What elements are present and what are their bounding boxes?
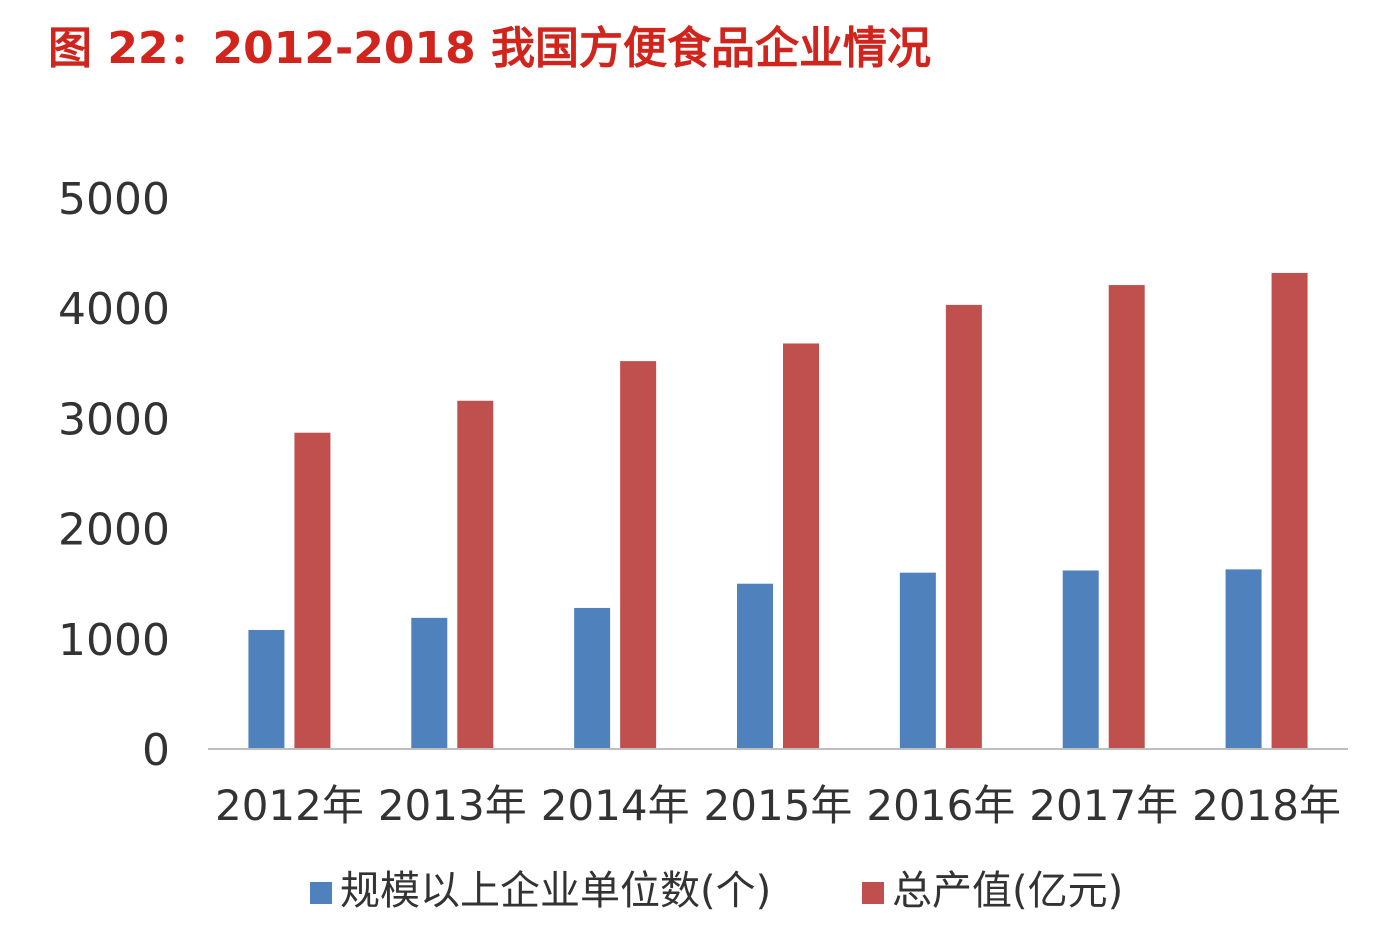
bar-series-0-2: [574, 607, 611, 749]
bar-series-0-0: [248, 629, 285, 749]
x-category-label: 2013年: [378, 781, 527, 830]
bar-series-1-6: [1271, 272, 1308, 749]
legend-swatch-1: [862, 882, 884, 904]
bar-series-0-5: [1062, 570, 1099, 749]
bars: [248, 272, 1308, 749]
legend-label-1: 总产值(亿元): [892, 868, 1123, 914]
bar-series-1-1: [457, 400, 494, 749]
y-tick-label: 0: [142, 725, 170, 776]
legend-swatch-0: [310, 882, 332, 904]
y-tick-label: 4000: [58, 284, 170, 335]
bar-series-1-2: [620, 361, 657, 749]
legend-label-0: 规模以上企业单位数(个): [340, 868, 771, 914]
x-category-label: 2016年: [866, 781, 1015, 830]
x-category-label: 2017年: [1029, 781, 1178, 830]
chart-title: 图 22：2012-2018 我国方便食品企业情况: [48, 23, 932, 74]
y-axis-ticks: 0 1000 2000 3000 4000 5000: [58, 174, 170, 776]
x-category-label: 2012年: [215, 781, 364, 830]
y-tick-label: 1000: [58, 615, 170, 666]
bar-series-1-5: [1108, 285, 1145, 749]
bar-series-1-4: [945, 304, 982, 749]
x-category-label: 2014年: [541, 781, 690, 830]
y-tick-label: 3000: [58, 394, 170, 445]
x-category-label: 2015年: [704, 781, 853, 830]
bar-series-1-0: [294, 432, 331, 749]
bar-series-0-4: [899, 572, 936, 749]
bar-series-0-6: [1225, 569, 1262, 749]
x-category-label: 2018年: [1192, 781, 1341, 830]
bar-series-1-3: [783, 343, 819, 749]
legend: 规模以上企业单位数(个) 总产值(亿元): [310, 868, 1123, 914]
y-tick-label: 2000: [58, 505, 170, 556]
x-axis-categories: 2012年 2013年 2014年 2015年 2016年 2017年 2018年: [215, 781, 1341, 830]
y-tick-label: 5000: [58, 174, 170, 225]
bar-series-0-1: [411, 617, 448, 749]
bar-series-0-3: [737, 583, 773, 749]
